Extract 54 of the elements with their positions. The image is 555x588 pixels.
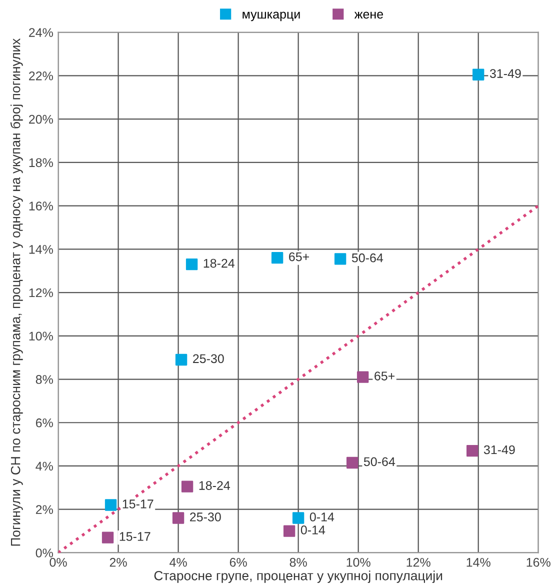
x-tick-label: 6%: [230, 558, 247, 567]
x-tick-label: 4%: [170, 558, 187, 567]
point: [102, 532, 114, 544]
point: [472, 68, 484, 80]
y-tick-label: 22%: [29, 72, 53, 80]
point: [356, 371, 369, 383]
point: [292, 512, 304, 524]
annotation: 25-30: [190, 512, 221, 522]
y-tick-label: 12%: [29, 288, 53, 298]
point: [466, 444, 478, 457]
y-tick-label: 20%: [29, 114, 53, 124]
y-tick-label: 0%: [36, 548, 53, 558]
annotation: 31-49: [490, 69, 521, 78]
point: [175, 354, 188, 366]
x-axis-title: Старосне групе, проценат у укупној популацији: [154, 570, 442, 583]
y-tick-label: 10%: [29, 332, 53, 341]
y-tick-label: 16%: [29, 202, 53, 210]
y-tick-label: 6%: [36, 418, 53, 428]
x-tick-label: 8%: [290, 558, 307, 567]
annotation: 25-30: [193, 354, 224, 364]
point: [346, 456, 358, 469]
x-tick-label: 2%: [110, 558, 127, 567]
point: [104, 499, 117, 511]
y-tick-label: 14%: [29, 245, 53, 254]
point: [271, 252, 284, 264]
annotation: 18-24: [199, 481, 230, 490]
point: [283, 525, 296, 537]
annotation: 65+: [374, 372, 395, 380]
y-tick-label: 4%: [36, 462, 53, 471]
x-tick-label: 16%: [526, 558, 550, 567]
annotation: 50-64: [364, 457, 396, 466]
annotation: 31-49: [484, 445, 515, 454]
x-tick-label: 12%: [406, 558, 430, 567]
point: [186, 258, 198, 270]
annotation: 50-64: [352, 253, 384, 262]
annotation: 15-17: [122, 500, 154, 508]
point: [181, 480, 194, 492]
point: [172, 512, 184, 524]
y-tick-label: 24%: [29, 28, 53, 37]
x-tick-label: 14%: [466, 558, 490, 567]
y-tick-label: 2%: [36, 505, 53, 514]
legend-label: мушкарци: [242, 12, 300, 22]
annotation: 65+: [289, 252, 310, 262]
annotation: 18-24: [204, 258, 235, 268]
y-axis-title: Погинули у СН по старосним групама, проценат у односу на укупан број погинулих: [10, 38, 23, 546]
annotation: 0-14: [300, 526, 326, 534]
legend-label: жене: [354, 12, 383, 19]
y-tick-label: 8%: [36, 375, 53, 384]
x-tick-label: 10%: [346, 558, 370, 567]
annotation: 15-17: [120, 532, 150, 541]
x-tick-label: 0%: [50, 558, 67, 567]
y-tick-label: 18%: [29, 158, 53, 168]
point: [334, 253, 346, 265]
annotation: 0-14: [310, 512, 334, 522]
